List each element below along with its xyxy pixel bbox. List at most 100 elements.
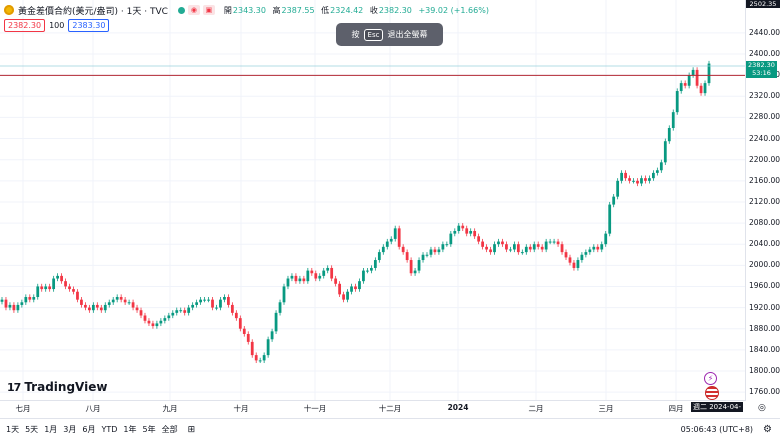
candle-body (155, 323, 159, 327)
toast-prefix: 按 (351, 30, 360, 39)
candle-body (350, 286, 353, 292)
candle-body (167, 315, 171, 319)
candle-body (358, 281, 361, 290)
symbol-title[interactable]: 黃金差價合約(美元/盎司) · 1天 · TVC (18, 6, 168, 17)
range-button[interactable]: 1天 (6, 425, 20, 434)
exit-fullscreen-toast: 按 Esc 退出全螢幕 (336, 23, 443, 46)
candle-body (44, 286, 48, 290)
range-button[interactable]: 3月 (63, 425, 77, 434)
range-button[interactable]: 6月 (82, 425, 96, 434)
candles (0, 60, 711, 364)
tradingview-logo-icon: 17 (7, 380, 21, 394)
date-range-icon[interactable]: ⊞ (187, 424, 196, 435)
tradingview-logo[interactable]: 17 TradingView (7, 380, 107, 394)
time-tick: 二月 (528, 404, 544, 413)
candle-body (262, 355, 266, 361)
buy-button[interactable]: 2383.30 (68, 19, 110, 32)
price-tick: 2000.00 (749, 260, 780, 270)
candle-body (616, 180, 620, 197)
candle-body (64, 281, 67, 287)
candle-body (175, 310, 179, 313)
candle-body (385, 241, 389, 247)
candle-body (667, 127, 671, 142)
candle-body (338, 283, 342, 295)
market-status-icon[interactable] (177, 6, 185, 14)
candle-body (187, 307, 191, 313)
candle-body (644, 178, 647, 181)
open-value: 2343.30 (232, 5, 266, 15)
candle-body (453, 230, 457, 234)
range-buttons: 1天 5天 1月 3月 6月 YTD 1年 5年 全部 (0, 424, 178, 435)
candle-body (393, 228, 397, 239)
price-chart[interactable] (0, 0, 745, 400)
range-button[interactable]: 5天 (25, 425, 39, 434)
ohlc-values: 開2343.30 高2387.55 低2324.42 收2382.30 +39.… (224, 5, 493, 16)
price-tick: 1920.00 (749, 302, 780, 312)
warning-icon[interactable]: ▣ (202, 5, 215, 15)
candle-body (183, 310, 187, 313)
price-tick: 2280.00 (749, 112, 780, 122)
candle-body (195, 302, 199, 305)
us-flag-event-icon[interactable] (705, 386, 719, 400)
sell-button[interactable]: 2382.30 (4, 19, 46, 32)
candle-body (369, 267, 373, 271)
candle-body (620, 172, 624, 181)
clock[interactable]: 05:06:43 (UTC+8) (680, 425, 754, 434)
candle-body (36, 286, 40, 298)
candle-body (699, 85, 703, 94)
candle-body (306, 270, 310, 282)
change-value: +39.02 (+1.66%) (418, 5, 489, 15)
candle-body (675, 91, 679, 113)
time-tick: 十一月 (303, 404, 327, 413)
candle-body (0, 299, 4, 302)
candle-body (544, 241, 548, 250)
price-tick: 1800.00 (749, 365, 780, 375)
candle-body (401, 246, 405, 253)
candle-body (429, 249, 433, 255)
candle-body (691, 69, 695, 76)
order-quantity[interactable]: 100 (49, 21, 65, 30)
chart-settings-icon[interactable]: ◎ (758, 403, 766, 413)
candle-body (652, 172, 655, 179)
price-axis-top-label: 2502.35 (746, 0, 780, 8)
candle-body (457, 225, 461, 231)
candle-body (254, 355, 258, 361)
range-button[interactable]: 1年 (123, 425, 137, 434)
candle-body (512, 244, 516, 250)
candle-body (703, 83, 707, 94)
low-label: 低 (321, 5, 330, 15)
range-button[interactable]: YTD (101, 425, 118, 434)
low-value: 2324.42 (330, 5, 364, 15)
candle-body (373, 260, 377, 268)
candle-body (310, 270, 314, 274)
candle-body (250, 341, 254, 356)
data-flag-icon[interactable]: ◉ (187, 5, 200, 15)
price-tick: 2040.00 (749, 239, 780, 249)
candle-body (520, 252, 524, 254)
range-button[interactable]: 全部 (161, 425, 178, 434)
candle-body (663, 141, 667, 163)
candle-body (4, 299, 8, 308)
candle-body (95, 304, 99, 308)
brand-name: TradingView (24, 380, 108, 394)
price-tick: 2440.00 (749, 27, 780, 37)
candle-body (687, 75, 691, 86)
range-button[interactable]: 1月 (44, 425, 58, 434)
range-button[interactable]: 5年 (142, 425, 156, 434)
candle-body (509, 249, 512, 251)
candle-body (437, 249, 441, 253)
candle-body (441, 244, 445, 250)
candle-body (679, 83, 683, 92)
time-tick: 七月 (15, 404, 31, 413)
candle-body (266, 339, 270, 356)
candle-body (493, 244, 496, 253)
bar-countdown: 53:16 (752, 69, 771, 77)
time-tick: 三月 (598, 404, 614, 413)
event-flash-icon[interactable]: ⚡ (704, 372, 717, 385)
candle-body (91, 304, 95, 311)
candle-body (485, 246, 488, 250)
settings-gear-icon[interactable]: ⚙ (763, 424, 772, 435)
time-tick: 九月 (162, 404, 178, 413)
time-axis[interactable] (0, 400, 745, 415)
candle-body (139, 310, 143, 316)
